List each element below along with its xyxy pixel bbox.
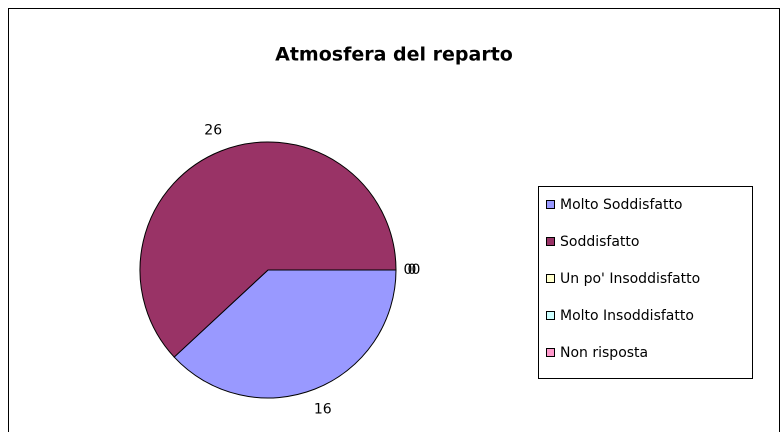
legend-swatch	[546, 274, 555, 283]
chart-title: Atmosfera del reparto	[275, 44, 513, 66]
data-label: 0	[408, 262, 417, 278]
data-label: 0	[404, 262, 413, 278]
pie-slice	[139, 141, 397, 358]
legend-box	[538, 186, 753, 379]
legend-label: Non risposta	[560, 345, 648, 361]
legend-swatch	[546, 237, 555, 246]
legend-swatch	[546, 311, 555, 320]
legend-swatch	[546, 200, 555, 209]
data-label: 0	[412, 262, 421, 278]
legend-label: Molto Insoddisfatto	[560, 308, 694, 324]
legend-label: Molto Soddisfatto	[560, 197, 683, 213]
legend-label: Soddisfatto	[560, 234, 639, 250]
legend-label: Un po' Insoddisfatto	[560, 271, 700, 287]
legend-swatch	[546, 348, 555, 357]
pie-slice	[173, 269, 397, 399]
data-label: 26	[204, 122, 222, 138]
data-label: 16	[314, 402, 332, 418]
